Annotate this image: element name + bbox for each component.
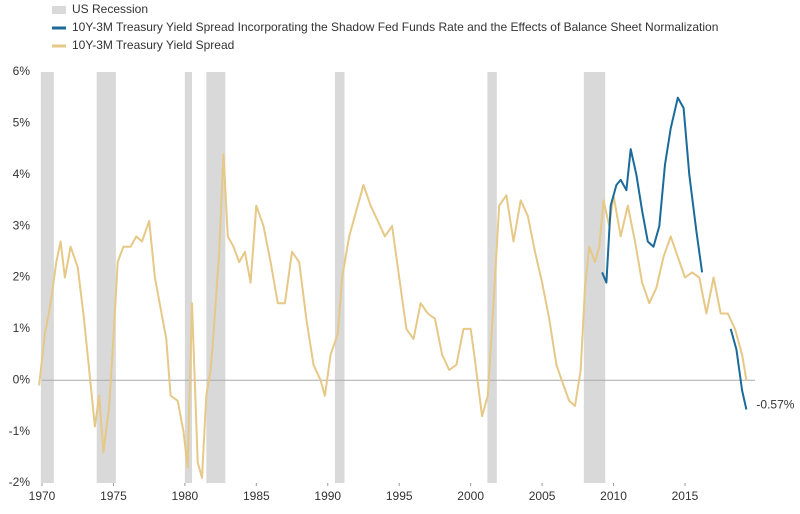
y-tick-label: -1% [9,424,31,438]
legend-label: US Recession [72,2,148,16]
recession-band [40,72,54,483]
x-tick-label: 1980 [172,489,199,503]
x-tick-label: 1970 [29,489,56,503]
y-tick-label: 3% [13,218,31,232]
legend-label: 10Y-3M Treasury Yield Spread [72,38,234,52]
x-tick-label: 2005 [529,489,556,503]
y-tick-label: 4% [13,167,31,181]
series-line [601,96,748,410]
recession-band [206,72,226,483]
x-tick-label: 1975 [100,489,127,503]
y-tick-label: -2% [9,475,31,489]
x-tick-label: 2010 [600,489,627,503]
recession-band [184,72,193,483]
legend-swatch [52,6,66,14]
data-label: -0.57% [756,398,794,412]
y-tick-label: 0% [13,372,31,386]
x-tick-label: 1990 [314,489,341,503]
recession-band [334,72,345,483]
y-tick-label: 2% [13,270,31,284]
x-tick-label: 2015 [672,489,699,503]
x-tick-label: 1985 [243,489,270,503]
y-tick-label: 6% [13,64,31,78]
recession-band [487,72,497,483]
y-tick-label: 5% [13,116,31,130]
y-tick-label: 1% [13,321,31,335]
x-tick-label: 2000 [457,489,484,503]
legend-label: 10Y-3M Treasury Yield Spread Incorporati… [72,20,718,34]
x-tick-label: 1995 [386,489,413,503]
